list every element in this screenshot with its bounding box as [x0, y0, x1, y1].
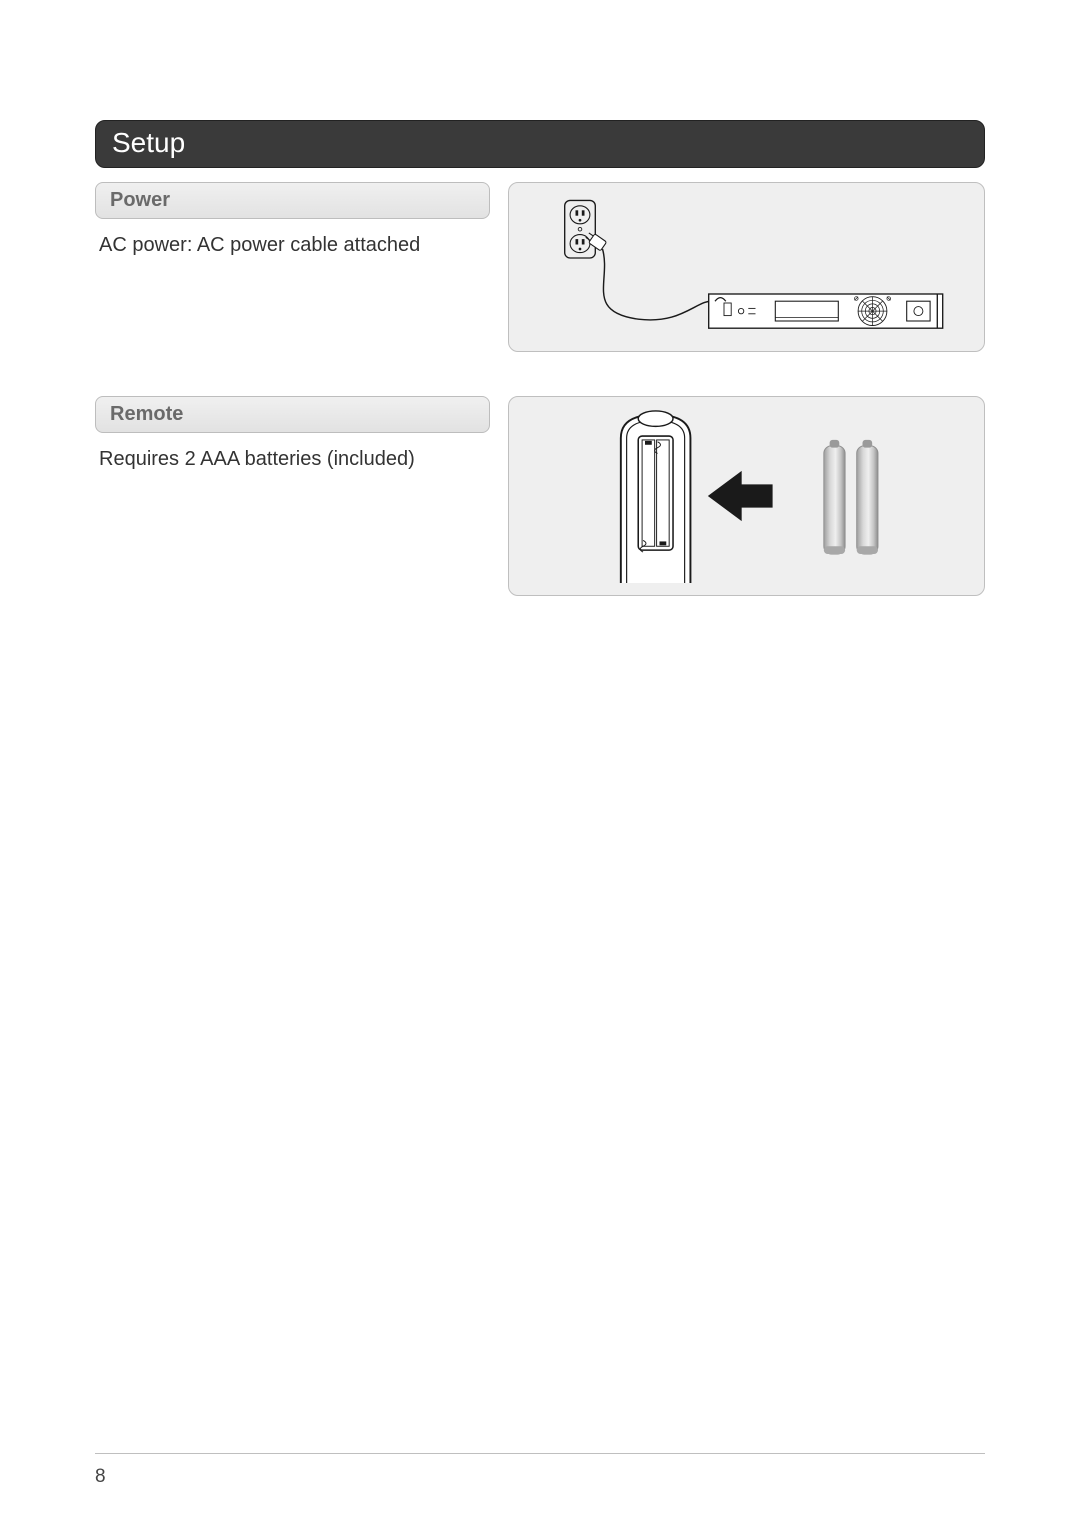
power-illustration: [508, 182, 985, 352]
section-title: Setup: [95, 120, 985, 168]
remote-body: Requires 2 AAA batteries (included): [95, 445, 490, 473]
page-number: 8: [95, 1466, 106, 1488]
remote-subtitle: Remote: [95, 396, 490, 433]
remote-illustration: [508, 396, 985, 596]
power-body: AC power: AC power cable attached: [95, 231, 490, 259]
setup-power-row: Power AC power: AC power cable attached: [95, 182, 985, 352]
power-subtitle: Power: [95, 182, 490, 219]
footer-divider: [95, 1453, 985, 1454]
setup-remote-row: Remote Requires 2 AAA batteries (include…: [95, 396, 985, 596]
